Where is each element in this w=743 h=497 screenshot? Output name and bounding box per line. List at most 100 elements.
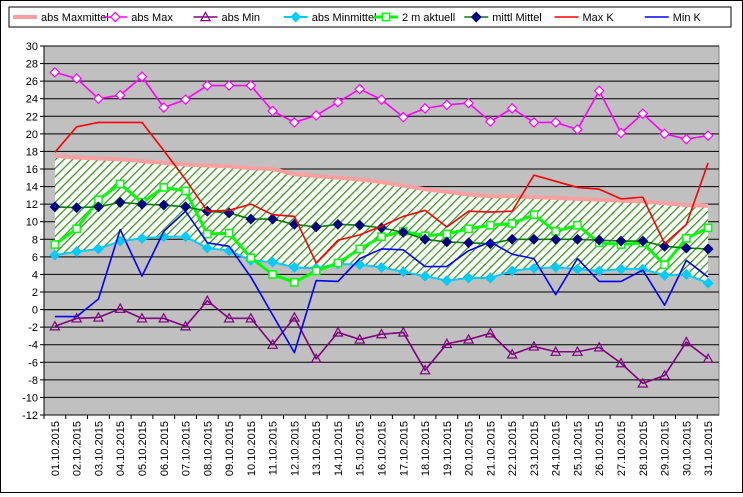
data-point: [550, 116, 562, 128]
data-point: [311, 266, 321, 276]
x-tick-label: 06.10.2015: [159, 421, 171, 476]
data-point: [681, 234, 691, 243]
legend-label: abs Max: [131, 12, 173, 24]
data-point: [658, 369, 671, 380]
y-tick-label: 22: [26, 111, 38, 123]
data-point: [290, 277, 299, 287]
band-area: [54, 155, 709, 284]
data-point: [573, 220, 582, 230]
x-tick-label: 26.10.2015: [594, 421, 606, 476]
x-tick-label: 28.10.2015: [638, 421, 650, 476]
x-tick-label: 08.10.2015: [202, 421, 214, 476]
x-tick-label: 04.10.2015: [115, 421, 127, 476]
data-point: [223, 312, 235, 323]
data-point: [462, 333, 475, 344]
data-point: [180, 94, 191, 106]
data-point: [572, 263, 583, 275]
data-point: [267, 213, 279, 225]
data-point: [310, 352, 322, 363]
data-point: [572, 124, 583, 135]
data-point: [550, 345, 562, 356]
y-tick-label: 28: [26, 59, 38, 71]
legend-entry: abs Min: [193, 11, 260, 24]
y-tick-label: 14: [26, 182, 38, 194]
legend-label: mittl Mittel: [492, 12, 542, 24]
legend-box: [8, 6, 732, 28]
y-tick-label: 16: [26, 164, 38, 176]
data-point: [637, 263, 649, 275]
x-tick-label: 30.10.2015: [681, 421, 693, 476]
y-tick-label: 18: [26, 146, 38, 158]
data-point: [637, 108, 649, 120]
legend-marker: [199, 11, 212, 22]
data-point: [114, 196, 126, 208]
data-point: [71, 202, 83, 214]
data-point: [529, 210, 539, 220]
data-point: [49, 66, 61, 78]
data-point: [506, 348, 518, 359]
data-point: [615, 127, 627, 139]
data-point: [180, 231, 191, 243]
data-point: [71, 73, 83, 84]
legend-entry: Max K: [554, 12, 614, 24]
data-point: [288, 311, 301, 322]
series-max-k: [54, 121, 709, 264]
data-point: [181, 186, 190, 196]
data-point: [332, 326, 344, 337]
y-tick-label: -12: [22, 410, 38, 422]
legend-entry: Min K: [644, 12, 702, 24]
legend-entry: abs Maxmittel: [13, 12, 109, 24]
data-point: [484, 238, 496, 250]
data-point: [71, 312, 83, 323]
x-tick-label: 22.10.2015: [507, 421, 519, 476]
data-point: [593, 234, 605, 246]
x-tick-label: 27.10.2015: [616, 421, 628, 476]
x-tick-label: 15.10.2015: [355, 421, 367, 476]
chart-legend: abs Maxmittel abs Max abs Min abs Minmittel…: [8, 6, 732, 28]
plot-area: -12-10-8-6-4-202468101214161820222426283…: [22, 41, 720, 476]
y-tick-label: 26: [26, 76, 38, 88]
data-point: [136, 312, 148, 323]
series-min-k: [54, 210, 709, 354]
data-point: [201, 80, 213, 91]
legend-entry: abs Max: [103, 11, 173, 24]
data-point: [680, 268, 692, 280]
x-tick-label: 21.10.2015: [485, 421, 497, 476]
data-point: [484, 272, 496, 284]
x-tick-label: 24.10.2015: [551, 421, 563, 476]
legend-label: abs Minmittel: [312, 12, 377, 24]
data-point: [223, 80, 235, 91]
data-point: [506, 102, 518, 114]
series-line: [54, 121, 709, 264]
x-tick-label: 12.10.2015: [289, 421, 301, 476]
data-point: [528, 116, 540, 128]
x-tick-label: 13.10.2015: [311, 421, 323, 476]
data-point: [310, 109, 322, 121]
data-point: [50, 240, 60, 249]
legend-marker: [290, 11, 302, 23]
data-point: [593, 341, 605, 352]
y-tick-label: 10: [26, 217, 38, 229]
series-abs-max: [49, 66, 714, 145]
data-point: [571, 345, 584, 356]
x-tick-label: 23.10.2015: [529, 421, 541, 476]
y-tick-label: -8: [28, 375, 38, 387]
data-point: [376, 261, 387, 273]
data-point: [464, 224, 473, 234]
y-tick-label: 2: [32, 287, 38, 299]
data-point: [397, 111, 409, 123]
data-point: [224, 228, 234, 238]
data-point: [92, 201, 104, 213]
data-point: [615, 263, 627, 275]
data-point: [419, 270, 431, 282]
data-point: [354, 219, 366, 231]
data-point: [332, 218, 344, 230]
data-point: [202, 229, 212, 239]
y-tick-label: 6: [32, 252, 38, 264]
data-point: [680, 242, 692, 254]
y-tick-label: 24: [26, 94, 38, 106]
data-point: [310, 221, 322, 233]
data-point: [702, 243, 714, 255]
